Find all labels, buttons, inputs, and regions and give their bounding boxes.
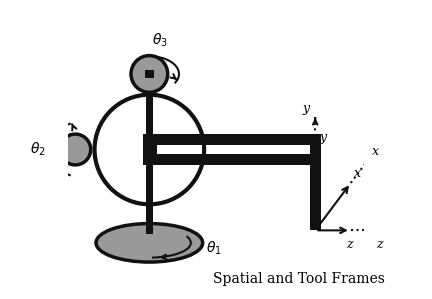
Bar	[145, 70, 154, 78]
Ellipse shape	[96, 224, 203, 262]
Text: x: x	[354, 167, 361, 180]
Bar	[310, 218, 321, 230]
Circle shape	[60, 134, 91, 165]
Text: z: z	[346, 238, 353, 251]
Text: x: x	[372, 145, 378, 158]
Text: z: z	[376, 238, 383, 251]
Bar	[146, 56, 152, 234]
Circle shape	[131, 56, 168, 92]
Bar	[310, 134, 321, 165]
Text: y: y	[320, 132, 327, 144]
Text: $\theta_1$: $\theta_1$	[206, 240, 221, 257]
Bar	[143, 134, 315, 145]
Text: y: y	[302, 102, 309, 115]
Text: $\theta_2$: $\theta_2$	[30, 141, 46, 158]
Text: $\theta_3$: $\theta_3$	[152, 31, 168, 49]
Text: Spatial and Tool Frames: Spatial and Tool Frames	[213, 272, 385, 286]
Bar	[143, 154, 315, 165]
Bar	[310, 165, 321, 219]
Bar	[143, 134, 157, 165]
